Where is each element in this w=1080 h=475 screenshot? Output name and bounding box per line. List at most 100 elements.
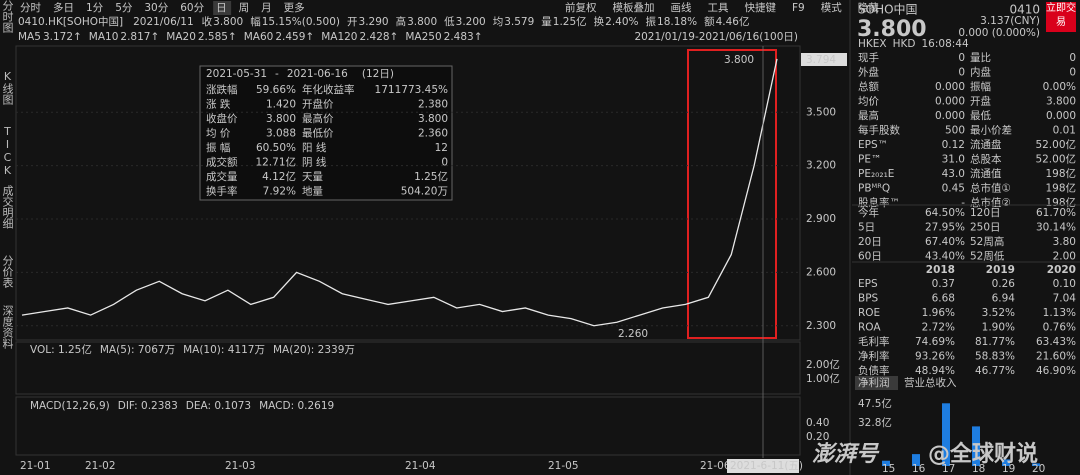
side-tab[interactable]: 成交明细 [1,185,14,229]
popup-value: 59.66% [256,84,296,96]
side-tab[interactable]: 深度资料 [1,305,14,349]
popup-label: 涨 跌 [206,98,231,111]
row-label: PE₂₀₂₁E [858,168,894,180]
toolbar-item[interactable]: 月 [261,2,272,14]
side-tab[interactable]: 分时图 [1,0,14,33]
info-label: 换 [594,15,605,28]
popup-value: 12 [435,142,448,154]
popup-label: 振 幅 [206,141,230,154]
row-value: 0 [1069,67,1076,79]
info-label: 振 [646,15,657,28]
toolbar-item[interactable]: 前复权 [565,1,597,14]
row-label: 52周低 [970,250,1005,263]
popup-label: 天量 [302,171,323,183]
row-value: 0 [958,67,965,79]
fin-value: 1.96% [922,307,955,319]
toolbar-item[interactable]: 日 [216,2,227,14]
date-range: 2021/01/19-2021/06/16(100日) [634,31,798,43]
x-tick-label: 21-04 [405,460,436,472]
profit-bar [912,454,920,466]
ma-value: 2.428↑ [360,31,399,43]
y-tick-label: 2.900 [806,213,836,225]
row-label: 5日 [858,222,875,234]
info-label: 低 [444,15,455,28]
watermark: 澎湃号 [812,442,880,467]
profit-bar [942,403,950,466]
bar-year: 19 [1002,463,1015,475]
row-label: 每手股数 [858,124,900,137]
ma-label: MA5 [18,31,41,43]
row-value: 0.000 [1046,110,1076,122]
popup-value: 3.088 [266,128,296,140]
row-value: 64.50% [925,207,965,219]
toolbar-item[interactable]: 隐藏 [858,2,879,14]
toolbar-item[interactable]: 多日 [53,1,74,14]
popup-label: 地量 [302,185,323,198]
fin-value: 1.90% [982,322,1015,334]
side-tab[interactable]: K线图 [1,70,14,105]
cursor-date: 2021-6-11(五) [730,460,803,472]
row-label: 振幅 [970,80,991,93]
toolbar-item[interactable]: 周 [239,2,250,14]
toolbar-item[interactable]: 30分 [144,2,168,14]
fin-value: 0.37 [932,278,955,290]
row-label: PE™ [858,154,881,166]
info-value: 18.18% [657,16,697,28]
toolbar-item[interactable]: 画线 [671,1,692,14]
toolbar-item[interactable]: F9 [792,2,805,14]
side-tab[interactable]: TICK [1,125,14,177]
popup-label: 年化收益率 [302,83,355,96]
x-tick-label: 21-06 [700,460,731,472]
fin-value: 48.94% [915,365,955,377]
volume-panel [15,341,801,395]
popup-label: 成交量 [206,170,238,183]
chart-tab[interactable]: 净利润 [858,376,890,389]
row-label: 总股本 [970,153,1002,166]
currency: HKD [893,38,916,50]
chart-tab[interactable]: 营业总收入 [904,376,957,389]
macd-axis-label: 0.20 [806,431,829,443]
toolbar-item[interactable]: 模式 [821,1,842,14]
row-value: 0.000 [935,96,965,108]
fin-value: 2.72% [922,322,955,334]
row-label: 60日 [858,251,882,263]
row-label: 外盘 [858,66,879,79]
popup-label: 收盘价 [206,112,238,125]
y-tick-label: 2.600 [806,266,836,278]
fin-value: 58.83% [975,351,1015,363]
main-panel [15,45,801,341]
info-label: 额 [704,15,715,28]
popup-label: 阴 线 [302,156,327,169]
row-value: 0 [1069,52,1076,64]
popup-days: (12日) [362,68,394,80]
row-value: 0 [958,52,965,64]
fin-value: 46.77% [975,365,1015,377]
popup-label: 成交额 [206,156,238,169]
toolbar-item[interactable]: 1分 [86,2,104,14]
toolbar-item[interactable]: 60分 [180,2,204,14]
toolbar-item[interactable]: 分时 [20,2,41,14]
row-value: 67.40% [925,236,965,248]
stock-code: 0410.HK[SOHO中国] [18,15,123,28]
popup-label: 换手率 [206,185,238,198]
toolbar-item[interactable]: 模板叠加 [613,1,655,14]
row-value: 3.80 [1053,236,1076,248]
toolbar-item[interactable]: 更多 [284,1,305,14]
toolbar-item[interactable]: 快捷键 [745,1,777,14]
cny-price: 3.137(CNY) [980,15,1040,27]
row-label: 120日 [970,207,1001,219]
active-tab-bg [855,376,898,390]
toolbar-item[interactable]: 工具 [708,2,729,14]
row-label: 内盘 [970,66,991,79]
popup-value: 1.25亿 [414,170,448,183]
bar-axis-label: 47.5亿 [858,397,892,410]
bar-year: 18 [972,463,985,475]
trade-button[interactable]: 立即交易 [1046,2,1076,32]
toolbar-item[interactable]: 5分 [115,2,133,14]
row-value: 0.12 [942,139,965,151]
side-tab[interactable]: 分价表 [1,255,14,288]
ma-label: MA60 [244,31,274,43]
row-label: 总市值① [970,182,1011,195]
ma-value: 2.585↑ [198,31,237,43]
low-annotation: 2.260 [618,328,648,340]
